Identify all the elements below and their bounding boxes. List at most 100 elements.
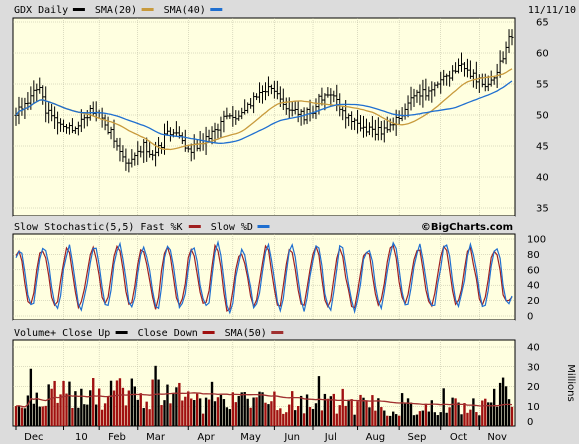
volume-legend: Volume+ Close Up Close Down SMA(50)	[14, 328, 284, 339]
volume-bar-down	[121, 387, 125, 426]
ohlc-bar	[222, 110, 226, 133]
volume-bar-up	[412, 415, 416, 426]
ohlc-bar	[168, 127, 173, 142]
volume-bar-up	[47, 384, 50, 426]
ohlc-bar	[326, 87, 330, 98]
volume-bar-up	[392, 411, 395, 426]
ohlc-bar	[207, 129, 211, 143]
volume-bar-down	[97, 388, 101, 426]
ohlc-bar	[127, 158, 131, 173]
legend-swatch	[72, 8, 85, 11]
volume-bar-up	[109, 380, 113, 426]
volume-bar-down	[190, 398, 193, 426]
ohlc-bar	[106, 116, 110, 135]
volume-bar-up	[163, 400, 166, 426]
volume-bar-up	[323, 393, 327, 426]
volume-bar-down	[231, 392, 235, 426]
ohlc-bar	[240, 107, 244, 120]
ohlc-bar	[186, 146, 190, 153]
volume-bar-up	[193, 400, 196, 426]
volume-bar-down	[374, 410, 377, 426]
ohlc-bar	[433, 82, 437, 97]
volume-bar-up	[246, 398, 249, 426]
price-tick-label: 60	[536, 49, 549, 60]
slow-d-line	[15, 239, 513, 315]
volume-bar-up	[17, 405, 21, 426]
volume-bar-up	[317, 376, 321, 426]
ohlc-bar	[133, 152, 137, 166]
ohlc-bar	[246, 102, 250, 114]
legend-swatch	[115, 331, 128, 334]
ohlc-bar	[418, 84, 422, 106]
ohlc-bar	[510, 29, 514, 46]
volume-bar-up	[83, 404, 86, 426]
volume-sma50-line	[15, 392, 513, 408]
legend-swatch	[210, 8, 223, 11]
volume-bar-down	[291, 391, 294, 426]
volume-bar-down	[463, 403, 466, 426]
volume-bar-up	[495, 406, 499, 426]
volume-bar-up	[368, 407, 371, 426]
volume-bar-up	[457, 402, 460, 426]
ohlc-bar	[213, 122, 217, 143]
volume-bar-up	[427, 411, 431, 426]
ohlc-bar	[281, 88, 285, 111]
volume-bar-down	[50, 388, 53, 426]
stochastic-y-axis: 0 20 40 60 80 100	[527, 235, 546, 323]
volume-bar-down	[216, 397, 220, 426]
volume-bar-down	[207, 399, 211, 426]
volume-bar-down	[484, 398, 487, 426]
ohlc-bar	[421, 79, 425, 108]
ohlc-bar	[385, 116, 389, 133]
ohlc-bar	[174, 121, 178, 137]
volume-bar-down	[65, 393, 68, 426]
x-tick-label: Jun	[283, 432, 300, 443]
stochastic-tick-label: 0	[527, 312, 533, 323]
volume-grid	[13, 340, 515, 426]
ohlc-bar	[358, 115, 363, 132]
ohlc-bar	[370, 116, 375, 138]
ohlc-bar	[486, 75, 490, 92]
x-tick-label: Dec	[24, 432, 43, 443]
volume-bar-up	[394, 414, 398, 426]
legend-label: Slow Stochastic(5,5) Fast %K	[14, 222, 183, 233]
volume-bar-down	[350, 399, 353, 426]
ohlc-bar	[436, 81, 440, 89]
volume-tick-label: 20	[527, 382, 540, 393]
ohlc-bar	[364, 118, 369, 137]
volume-bar-up	[507, 399, 511, 426]
price-tick-label: 55	[536, 80, 549, 91]
stochastic-tick-label: 20	[527, 296, 540, 307]
ohlc-bar	[130, 149, 134, 168]
ohlc-bar	[38, 77, 42, 94]
ohlc-bar	[257, 82, 262, 103]
price-panel-bg	[12, 17, 516, 217]
volume-bar-up	[86, 404, 89, 426]
volume-bar-down	[151, 379, 154, 426]
volume-bar-up	[166, 384, 169, 426]
ohlc-bar	[462, 62, 467, 77]
volume-bar-down	[112, 390, 116, 426]
ohlc-bar	[355, 109, 360, 134]
volume-bar-up	[406, 398, 410, 426]
volume-bar-down	[276, 410, 279, 426]
ohlc-bar	[269, 84, 274, 95]
volume-bar-down	[41, 406, 44, 426]
volume-bar-up	[80, 388, 83, 426]
watermark: ©BigCharts.com	[421, 222, 513, 233]
volume-tick-label: 0	[527, 417, 533, 428]
price-tick-label: 65	[536, 18, 549, 29]
volume-bar-up	[77, 407, 80, 426]
ohlc-bar	[70, 118, 75, 134]
volume-bar-down	[380, 407, 383, 426]
volume-bar-up	[400, 393, 404, 426]
ohlc-bar	[136, 141, 140, 166]
volume-bar-up	[299, 395, 303, 426]
volume-bar-down	[273, 391, 276, 426]
volume-bar-down	[124, 405, 128, 426]
volume-bar-down	[285, 412, 288, 426]
x-axis-labels: Dec 10 Feb Mar Apr May Jun Jul Aug Sep Oct Nov	[15, 426, 507, 443]
volume-bar-down	[356, 401, 359, 426]
volume-bar-down	[326, 398, 330, 426]
ohlc-bar	[352, 117, 357, 131]
